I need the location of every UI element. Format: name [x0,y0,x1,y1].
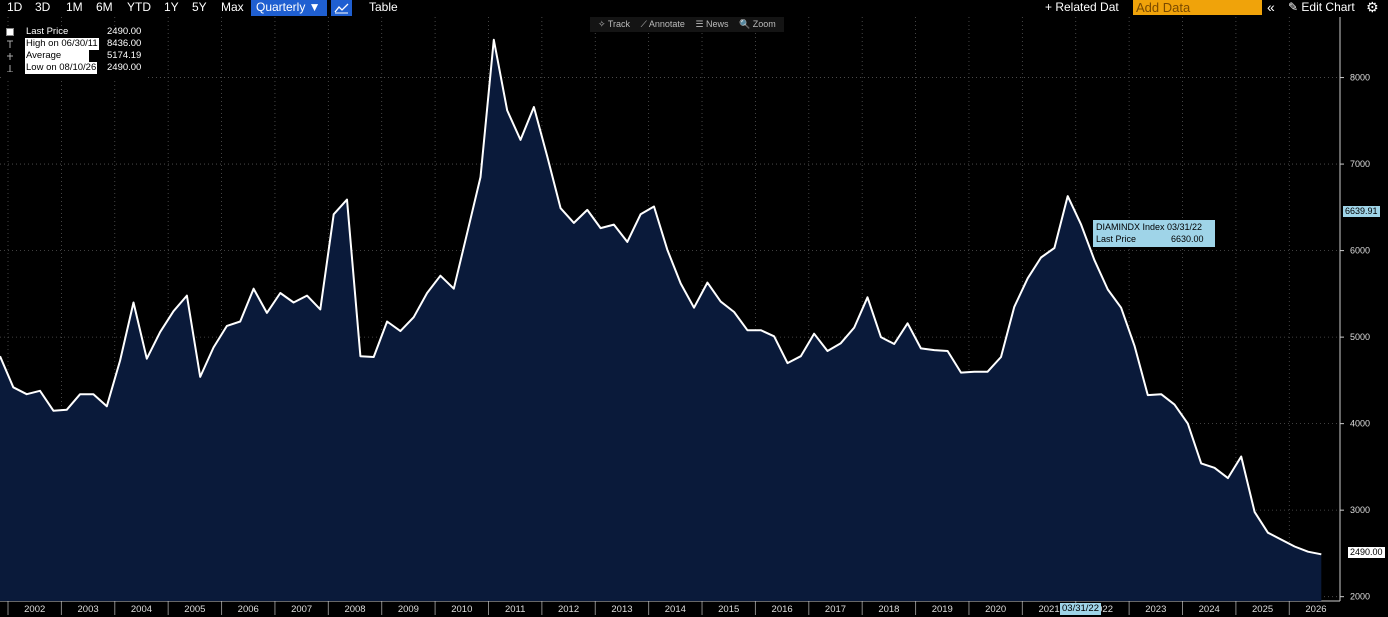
x-tick-label: 2003 [78,604,99,615]
x-tick-label: 2020 [985,604,1006,615]
price-line [0,38,1322,556]
x-tick-label: 2008 [344,604,365,615]
y-tick-label: 6000 [1350,246,1370,256]
x-tick-label: 2015 [718,604,739,615]
range-1y-button[interactable]: 1Y [164,0,179,14]
x-tick-label: 2025 [1252,604,1273,615]
legend-label: Low on 08/10/26 [25,62,98,74]
y-tick-label: 5000 [1350,332,1370,342]
tooltip-label: Last Price [1096,234,1137,244]
x-tick-label: 2005 [184,604,205,615]
x-tick-label: 2016 [772,604,793,615]
tooltip-title: DIAMINDX Index 03/31/22 [1096,222,1203,232]
crosshair-tooltip: DIAMINDX Index 03/31/22 Last Price 6630.… [1093,220,1215,247]
top-toolbar: 1D 3D 1M 6M YTD 1Y 5Y Max Quarterly ▼ Ta… [0,0,1388,16]
track-tool[interactable]: ✧ Track [598,19,631,29]
chart-legend: Last Price 2490.00 High on 06/30/11 8436… [4,26,146,78]
x-tick-label: 2012 [558,604,579,615]
range-max-button[interactable]: Max [221,0,244,14]
x-tick-label: 2002 [24,604,45,615]
x-tick-label: 2019 [932,604,953,615]
checkbox-icon[interactable] [6,28,14,36]
average-marker-icon [7,53,13,60]
range-ytd-button[interactable]: YTD [127,0,151,14]
x-tick-label: 2023 [1145,604,1166,615]
gear-icon[interactable]: ⚙ [1366,0,1379,15]
x-tick-label: 2007 [291,604,312,615]
legend-value: 2490.00 [107,62,142,73]
legend-value: 5174.19 [107,50,142,61]
legend-row-average: Average 5174.19 [4,50,146,62]
chart-type-button[interactable] [331,0,352,16]
high-marker-icon [7,40,13,48]
price-area [0,39,1322,602]
x-tick-label: 2004 [131,604,152,615]
zoom-tool[interactable]: 🔍 Zoom [739,19,776,29]
chart-tools: ✧ Track ⟋ Annotate ☰ News 🔍 Zoom [590,17,784,32]
range-5y-button[interactable]: 5Y [192,0,207,14]
news-tool[interactable]: ☰ News [695,19,729,29]
legend-row-high: High on 06/30/11 8436.00 [4,38,146,50]
period-dropdown[interactable]: Quarterly ▼ [251,0,327,16]
x-tick-label: 2018 [878,604,899,615]
collapse-icon[interactable]: « [1267,0,1275,15]
related-data-button[interactable]: + Related Dat [1045,0,1119,14]
last-price-tag: 2490.00 [1347,546,1386,559]
legend-value: 2490.00 [107,26,142,37]
y-tick-label: 3000 [1350,505,1370,515]
x-tick-label: 2017 [825,604,846,615]
x-tick-label: 2006 [238,604,259,615]
crosshair-price-tag: 6639.91 [1343,206,1380,217]
y-tick-label: 7000 [1350,159,1370,169]
y-tick-label: 8000 [1350,73,1370,83]
legend-value: 8436.00 [107,38,142,49]
annotate-tool[interactable]: ⟋ Annotate [640,19,685,29]
y-tick-label: 2000 [1350,592,1370,602]
crosshair-date-tag: 03/31/22 [1060,603,1101,615]
x-tick-label: 2022 [1092,604,1113,615]
y-tick-label: 4000 [1350,419,1370,429]
x-tick-label: 2014 [665,604,686,615]
legend-label: Average [25,50,89,62]
add-data-input[interactable]: Add Data [1133,0,1262,15]
x-tick-label: 2011 [505,604,525,615]
tooltip-value: 6630.00 [1171,234,1204,244]
x-tick-label: 2009 [398,604,419,615]
range-3d-button[interactable]: 3D [35,0,51,14]
legend-label: Last Price [26,26,69,37]
edit-chart-button[interactable]: ✎ Edit Chart [1288,0,1355,14]
legend-label: High on 06/30/11 [25,38,99,50]
low-marker-icon [7,65,13,72]
legend-row-last[interactable]: Last Price 2490.00 [4,26,146,38]
table-button[interactable]: Table [369,0,398,14]
x-tick-label: 2021 [1038,604,1059,615]
x-tick-label: 2013 [611,604,632,615]
legend-row-low: Low on 08/10/26 2490.00 [4,62,146,74]
line-chart-icon [334,3,349,14]
range-6m-button[interactable]: 6M [96,0,113,14]
x-tick-label: 2010 [451,604,472,615]
range-1m-button[interactable]: 1M [66,0,83,14]
x-tick-label: 2026 [1305,604,1326,615]
range-1d-button[interactable]: 1D [7,0,23,14]
x-tick-label: 2024 [1199,604,1220,615]
